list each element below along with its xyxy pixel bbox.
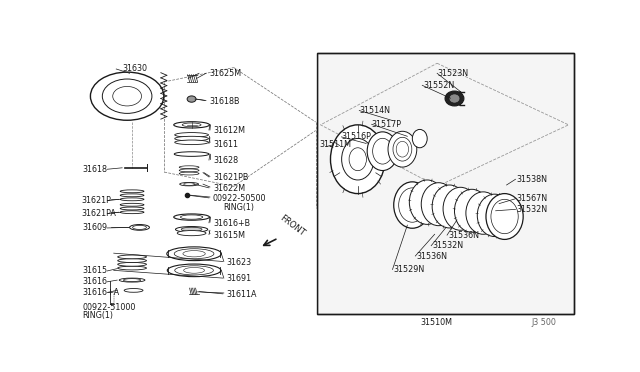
Text: 31523N: 31523N — [437, 69, 468, 78]
Text: 31616+A: 31616+A — [83, 288, 120, 297]
Ellipse shape — [119, 278, 145, 282]
Ellipse shape — [466, 192, 500, 234]
Ellipse shape — [175, 140, 209, 145]
Ellipse shape — [118, 255, 147, 259]
Text: 31517P: 31517P — [372, 120, 402, 129]
Ellipse shape — [432, 185, 467, 228]
Text: 31618B: 31618B — [209, 97, 239, 106]
Text: FRONT: FRONT — [278, 213, 307, 238]
Text: RING(1): RING(1) — [223, 203, 254, 212]
Ellipse shape — [187, 96, 196, 102]
Text: 31625M: 31625M — [209, 69, 241, 78]
Text: 31622M: 31622M — [213, 184, 245, 193]
Ellipse shape — [173, 214, 209, 220]
Ellipse shape — [167, 247, 221, 261]
Ellipse shape — [394, 182, 431, 228]
Text: 00922-50500: 00922-50500 — [213, 194, 266, 203]
Ellipse shape — [102, 79, 152, 113]
Ellipse shape — [445, 91, 464, 106]
Bar — [80, 45, 317, 331]
Text: 31618: 31618 — [83, 165, 108, 174]
Text: 31514N: 31514N — [359, 106, 390, 115]
Text: 31552N: 31552N — [423, 81, 454, 90]
Text: 31609: 31609 — [83, 224, 108, 232]
Bar — [317, 53, 573, 314]
Ellipse shape — [454, 189, 489, 232]
Ellipse shape — [388, 131, 417, 167]
Text: 31611: 31611 — [213, 140, 238, 148]
Ellipse shape — [177, 231, 206, 236]
Ellipse shape — [167, 264, 221, 277]
Ellipse shape — [367, 132, 398, 170]
Ellipse shape — [174, 249, 214, 259]
Ellipse shape — [129, 225, 149, 230]
Ellipse shape — [90, 72, 164, 120]
Ellipse shape — [181, 227, 202, 231]
Ellipse shape — [175, 132, 209, 137]
Text: 31616: 31616 — [83, 277, 108, 286]
Ellipse shape — [180, 182, 198, 186]
Ellipse shape — [342, 138, 374, 180]
Text: 31511M: 31511M — [319, 140, 351, 150]
Text: 31516P: 31516P — [341, 132, 371, 141]
Text: 31510M: 31510M — [420, 318, 452, 327]
Ellipse shape — [173, 122, 209, 128]
Ellipse shape — [118, 259, 147, 263]
Text: 31616+B: 31616+B — [213, 219, 250, 228]
Ellipse shape — [449, 94, 460, 103]
Text: 31538N: 31538N — [516, 175, 547, 184]
Text: RING(1): RING(1) — [83, 311, 113, 320]
Text: 31621P: 31621P — [81, 196, 111, 205]
Ellipse shape — [118, 266, 147, 270]
Ellipse shape — [443, 187, 478, 230]
Text: 31691: 31691 — [227, 275, 252, 283]
Ellipse shape — [174, 152, 209, 156]
Text: 31529N: 31529N — [394, 265, 425, 274]
Ellipse shape — [399, 188, 426, 222]
Text: 31623: 31623 — [227, 258, 252, 267]
Text: 31612M: 31612M — [213, 126, 245, 135]
Text: 31536N: 31536N — [416, 251, 447, 260]
Ellipse shape — [175, 227, 208, 232]
Ellipse shape — [330, 125, 385, 193]
Ellipse shape — [477, 194, 512, 237]
Ellipse shape — [412, 129, 428, 148]
Text: 31615M: 31615M — [213, 231, 245, 240]
Ellipse shape — [486, 193, 523, 240]
Bar — [317, 53, 573, 314]
Text: 31611A: 31611A — [227, 290, 257, 299]
Text: 31532N: 31532N — [516, 205, 548, 214]
Text: 31630: 31630 — [122, 64, 147, 74]
Text: J3 500: J3 500 — [531, 318, 556, 327]
Text: 31536N: 31536N — [448, 231, 479, 240]
Text: 31628: 31628 — [213, 156, 238, 165]
Text: 31621PA: 31621PA — [81, 209, 116, 218]
Text: 31615: 31615 — [83, 266, 108, 275]
Text: 00922-51000: 00922-51000 — [83, 303, 136, 312]
Ellipse shape — [124, 289, 143, 292]
Text: 31621PB: 31621PB — [213, 173, 248, 182]
Ellipse shape — [491, 199, 518, 234]
Ellipse shape — [410, 180, 445, 224]
Ellipse shape — [393, 137, 412, 161]
Ellipse shape — [175, 136, 209, 141]
Ellipse shape — [175, 266, 213, 275]
Text: 31532N: 31532N — [432, 241, 463, 250]
Text: 31567N: 31567N — [516, 194, 548, 203]
Ellipse shape — [421, 183, 456, 226]
Ellipse shape — [118, 263, 147, 266]
Ellipse shape — [372, 138, 392, 164]
